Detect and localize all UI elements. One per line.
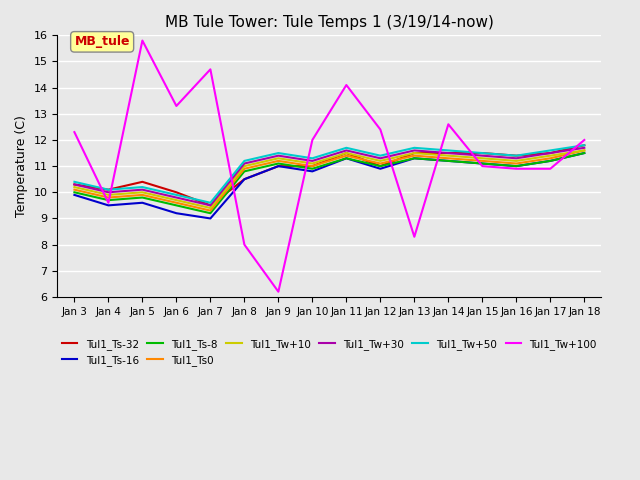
Title: MB Tule Tower: Tule Temps 1 (3/19/14-now): MB Tule Tower: Tule Temps 1 (3/19/14-now… bbox=[165, 15, 494, 30]
Legend: Tul1_Ts-32, Tul1_Ts-16, Tul1_Ts-8, Tul1_Ts0, Tul1_Tw+10, Tul1_Tw+30, Tul1_Tw+50,: Tul1_Ts-32, Tul1_Ts-16, Tul1_Ts-8, Tul1_… bbox=[58, 335, 601, 370]
Y-axis label: Temperature (C): Temperature (C) bbox=[15, 115, 28, 217]
Text: MB_tule: MB_tule bbox=[74, 36, 130, 48]
